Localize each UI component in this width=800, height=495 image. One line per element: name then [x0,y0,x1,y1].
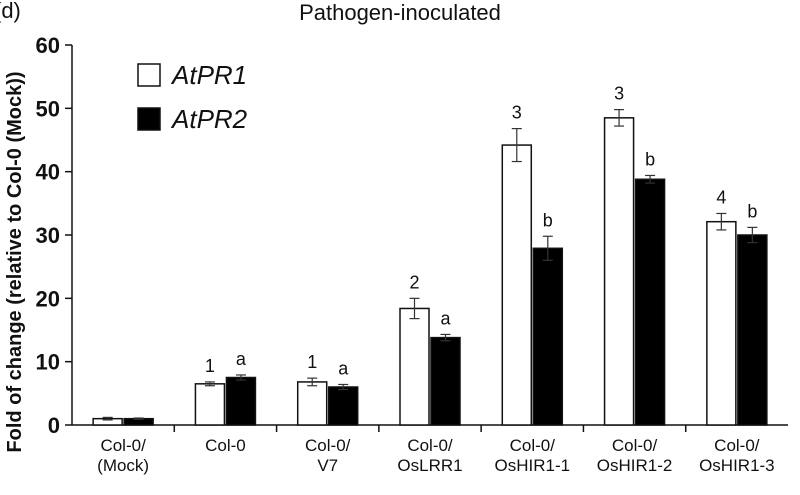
significance-label: 1 [307,352,317,372]
bar-atpr2 [430,336,461,426]
category-label-line: Col-0/ [714,436,760,455]
category-label-line: Col-0/ [510,436,556,455]
category-label-line: Col-0/ [100,436,146,455]
significance-label: 3 [512,103,522,123]
y-tick-label: 50 [36,96,60,121]
significance-label: 3 [614,84,624,104]
bar-atpr1 [501,144,533,426]
bar-atpr2 [634,178,666,426]
significance-label: 1 [205,356,215,376]
category-label-line: Col-0/ [305,436,351,455]
y-axis-label: Fold of change (relative to Col-0 (Mock)… [4,71,26,452]
panel-label: (d) [0,0,21,23]
bar-atpr2 [737,234,768,426]
category-label: Col-0/(Mock) [97,436,149,475]
y-tick-label: 10 [36,350,60,375]
y-tick-label: 60 [36,33,60,58]
y-tick-label: 30 [36,223,60,248]
significance-label: b [543,210,553,230]
chart-title: Pathogen-inoculated [299,0,501,25]
category-label-line: V7 [317,456,338,475]
category-label-line: Col-0 [205,436,246,455]
significance-label: b [645,149,655,169]
legend-label-atpr1: AtPR1 [170,60,247,90]
category-label-line: Col-0/ [612,436,658,455]
category-label: Col-0/OsHIR1-1 [494,436,570,475]
category-label: Col-0/OsHIR1-3 [699,436,775,475]
legend-swatch-atpr2 [137,107,161,131]
category-label: Col-0/V7 [305,436,351,475]
significance-label: 4 [716,187,726,207]
category-label: Col-0 [205,436,246,455]
bars [92,108,768,426]
category-label-line: OsHIR1-3 [699,456,775,475]
category-label-line: Col-0/ [407,436,453,455]
category-label: Col-0/OsHIR1-2 [597,436,673,475]
significance-label: b [747,201,757,221]
axes: 0 10 20 30 40 50 60 [36,33,788,438]
legend: AtPR1 AtPR2 [137,60,248,134]
y-tick-label: 40 [36,160,60,185]
bar-atpr1 [399,307,430,426]
category-label-line: OsLRR1 [397,456,462,475]
legend-label-atpr2: AtPR2 [170,104,248,134]
bar-atpr2 [225,376,257,426]
bar-atpr1 [194,383,226,426]
significance-label: a [440,308,451,328]
bar-atpr1 [706,220,737,426]
y-tick-label: 20 [36,286,60,311]
category-label-line: (Mock) [97,456,149,475]
y-tick-label: 0 [48,413,60,438]
bar-atpr1 [603,117,635,426]
bar-atpr2 [327,386,359,426]
category-label-line: OsHIR1-2 [597,456,673,475]
category-label: Col-0/OsLRR1 [397,436,462,475]
legend-swatch-atpr1 [137,63,161,87]
bar-atpr2 [532,247,564,426]
significance-label: a [338,358,349,378]
category-label-line: OsHIR1-1 [494,456,570,475]
significance-label: a [236,349,247,369]
bar-atpr1 [296,381,328,426]
significance-label: 2 [409,272,419,292]
